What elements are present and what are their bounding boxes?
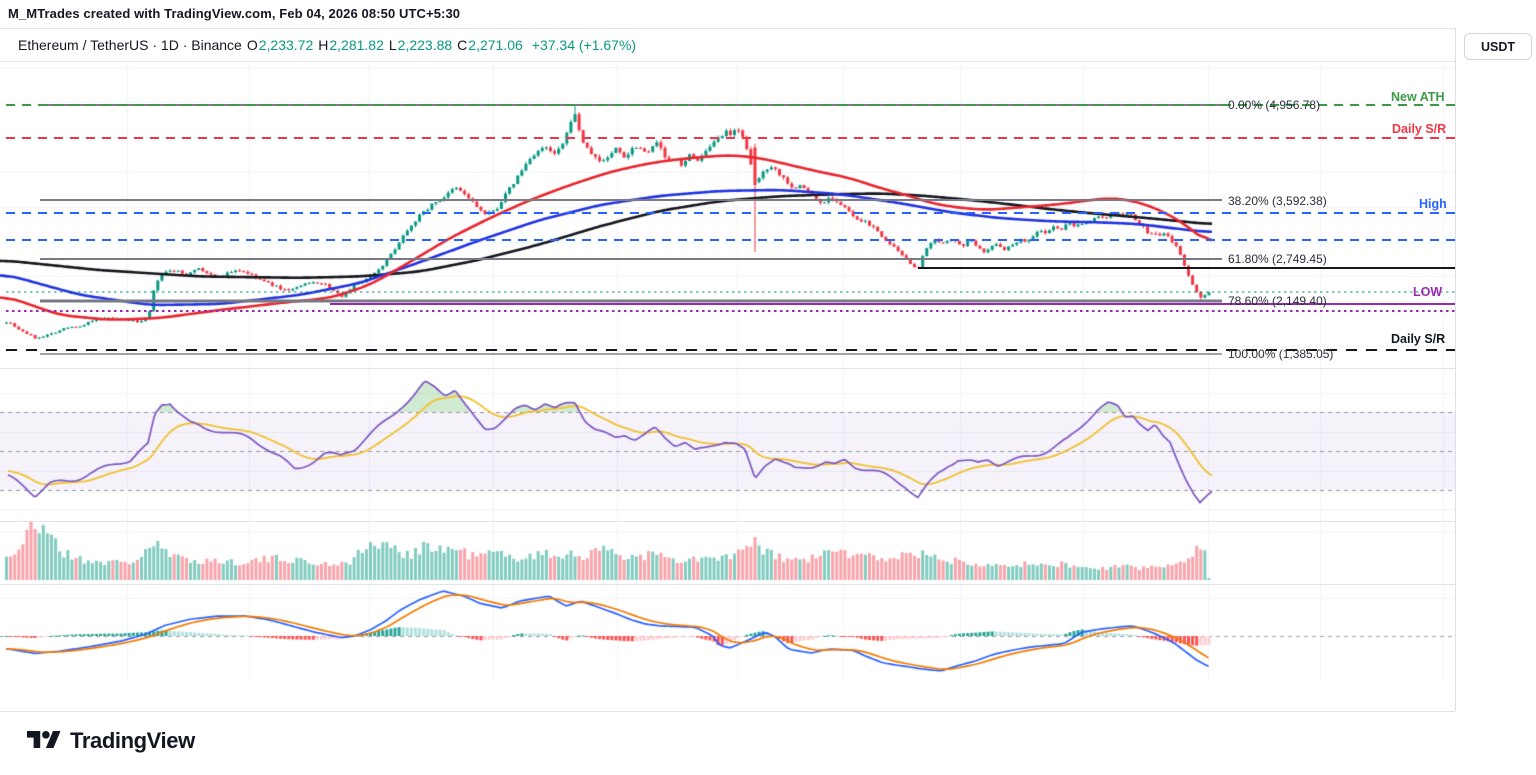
currency-toggle-button[interactable]: USDT (1464, 33, 1532, 60)
price-chart-canvas[interactable] (0, 0, 1455, 711)
tradingview-logo-icon (27, 731, 61, 749)
time-axis[interactable] (0, 682, 1455, 712)
tradingview-wordmark: TradingView (70, 727, 195, 753)
price-axis-column[interactable] (1455, 28, 1536, 711)
tradingview-logo[interactable]: TradingView (27, 727, 195, 754)
